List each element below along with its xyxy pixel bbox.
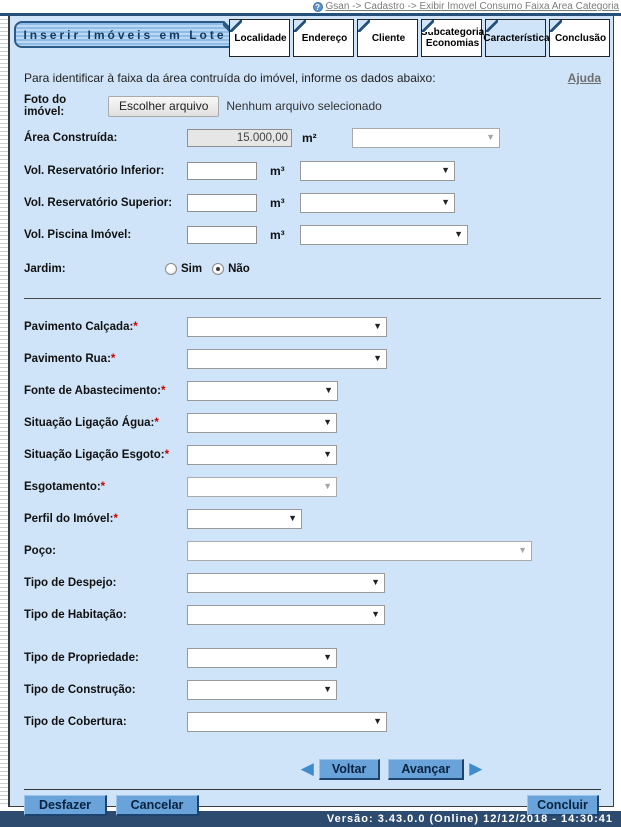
avancar-button[interactable]: Avançar [388,758,465,780]
dropdown-arrow-icon: ▼ [324,385,333,395]
footer-gap [0,807,621,811]
tab-caracteristica[interactable]: Característica [483,19,550,57]
dropdown-arrow-icon: ▼ [373,353,382,363]
vol-piscina-unit: m³ [270,228,285,242]
tipo-construcao-select[interactable]: ▼ [187,680,337,700]
fonte-abastecimento-label: Fonte de Abastecimento:* [24,385,166,397]
dropdown-arrow-icon: ▼ [323,417,332,427]
left-ruler-decoration [0,16,8,807]
tab-conclusao[interactable]: Conclusão [549,19,610,57]
dropdown-arrow-icon: ▼ [373,716,382,726]
radio-selected-icon [212,263,225,275]
tab-bar: Localidade Endereço Cliente Subcategoria… [226,19,610,57]
tipo-propriedade-select[interactable]: ▼ [187,648,337,668]
version-text: Versão: 3.43.0.0 (Online) 12/12/2018 - 1… [326,813,613,825]
perfil-imovel-label: Perfil do Imóvel:* [24,513,118,525]
dropdown-arrow-icon: ▼ [518,545,527,555]
pavimento-rua-select[interactable]: ▼ [187,349,387,369]
tipo-construcao-label: Tipo de Construção: [24,684,136,696]
help-link[interactable]: Ajuda [567,71,601,85]
dropdown-arrow-icon: ▼ [288,513,297,523]
situacao-esgoto-label: Situação Ligação Esgoto:* [24,449,170,461]
esgotamento-select: ▼ [187,477,337,497]
pavimento-calcada-label: Pavimento Calçada:* [24,321,138,333]
pavimento-rua-label: Pavimento Rua:* [24,353,116,365]
tipo-cobertura-select[interactable]: ▼ [187,712,387,732]
area-construida-input [187,129,292,147]
main-panel: Inserir Imóveis em Lote Localidade Ender… [8,16,614,816]
desfazer-button[interactable]: Desfazer [24,795,107,816]
tipo-propriedade-label: Tipo de Propriedade: [24,652,139,664]
dropdown-arrow-icon: ▼ [323,481,332,491]
jardim-label: Jardim: [24,263,66,275]
forward-arrow-icon[interactable]: ▶ [469,759,483,778]
jardim-radio-nao[interactable]: Não [212,263,250,275]
dropdown-arrow-icon: ▼ [441,165,450,175]
cancelar-button[interactable]: Cancelar [116,795,199,816]
dropdown-arrow-icon: ▼ [454,229,463,239]
tab-subcategoria-economias[interactable]: Subcategoria Economias [421,19,484,57]
dropdown-arrow-icon: ▼ [371,577,380,587]
tab-endereco[interactable]: Endereço [293,19,354,57]
radio-icon [165,263,177,275]
intro-text: Para identificar à faixa da área contruí… [24,71,436,85]
right-margin [614,16,621,807]
jardim-radio-group: Sim Não [165,263,260,275]
vol-piscina-label: Vol. Piscina Imóvel: [24,229,132,241]
vol-piscina-input[interactable] [187,226,257,244]
tab-cliente[interactable]: Cliente [357,19,418,57]
tipo-habitacao-label: Tipo de Habitação: [24,609,127,621]
vol-res-superior-unit: m³ [270,196,285,210]
situacao-agua-label: Situação Ligação Água:* [24,417,159,429]
poco-select: ▼ [187,541,532,561]
choose-file-button[interactable]: Escolher arquivo [108,95,220,117]
vol-res-superior-label: Vol. Reservatório Superior: [24,197,173,209]
tipo-despejo-select[interactable]: ▼ [187,573,385,593]
area-construida-label: Área Construída: [24,132,118,144]
dropdown-arrow-icon: ▼ [373,321,382,331]
voltar-button[interactable]: Voltar [318,758,381,780]
area-unit-label: m² [302,131,317,145]
top-divider [0,13,621,16]
jardim-radio-sim[interactable]: Sim [165,263,202,275]
tab-localidade[interactable]: Localidade [229,19,290,57]
section-divider [24,298,601,299]
vol-res-inferior-select[interactable]: ▼ [300,161,455,181]
situacao-agua-select[interactable]: ▼ [187,413,337,433]
vol-res-superior-select[interactable]: ▼ [300,193,455,213]
dropdown-arrow-icon: ▼ [441,197,450,207]
dropdown-arrow-icon: ▼ [323,684,332,694]
tipo-cobertura-label: Tipo de Cobertura: [24,716,127,728]
poco-label: Poço: [24,545,56,557]
area-construida-select: ▼ [352,128,500,148]
concluir-button[interactable]: Concluir [527,795,599,816]
situacao-esgoto-select[interactable]: ▼ [187,445,337,465]
dropdown-arrow-icon: ▼ [323,449,332,459]
breadcrumb[interactable]: Gsan -> Cadastro -> Exibir Imovel Consum… [325,1,619,12]
perfil-imovel-select[interactable]: ▼ [187,509,302,529]
file-status-text: Nenhum arquivo selecionado [226,99,382,113]
esgotamento-label: Esgotamento:* [24,481,106,493]
vol-res-inferior-unit: m³ [270,164,285,178]
pavimento-calcada-select[interactable]: ▼ [187,317,387,337]
bottom-divider [24,789,601,790]
dropdown-arrow-icon: ▼ [371,609,380,619]
help-icon[interactable]: ? [312,1,323,12]
tipo-habitacao-select[interactable]: ▼ [187,605,385,625]
fonte-abastecimento-select[interactable]: ▼ [187,381,338,401]
vol-res-superior-input[interactable] [187,194,257,212]
vol-res-inferior-input[interactable] [187,162,257,180]
vol-piscina-select[interactable]: ▼ [300,225,468,245]
dropdown-arrow-icon: ▼ [323,652,332,662]
dropdown-arrow-icon: ▼ [486,132,495,142]
photo-label: Foto do imóvel: [24,94,67,118]
top-bar: ? Gsan -> Cadastro -> Exibir Imovel Cons… [0,0,621,13]
page-title: Inserir Imóveis em Lote [14,21,236,48]
vol-res-inferior-label: Vol. Reservatório Inferior: [24,165,165,177]
tipo-despejo-label: Tipo de Despejo: [24,577,117,589]
back-arrow-icon[interactable]: ◀ [300,759,314,778]
